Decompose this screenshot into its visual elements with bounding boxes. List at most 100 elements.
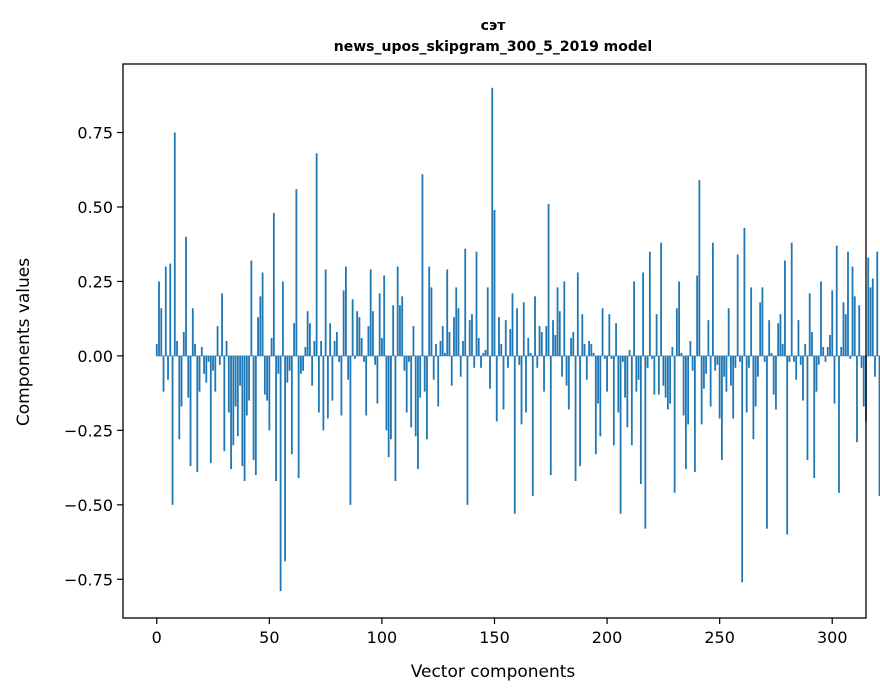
bar: [477, 338, 480, 356]
bar: [187, 355, 190, 398]
bar: [552, 320, 554, 356]
bar: [311, 355, 314, 386]
bar: [392, 305, 395, 356]
y-tick-label: 0.50: [77, 198, 113, 217]
bar: [684, 355, 687, 470]
bar: [547, 203, 550, 356]
x-tick-label: 100: [367, 628, 398, 647]
bar: [351, 299, 354, 356]
bar: [639, 355, 642, 484]
bar: [155, 343, 158, 356]
bar: [500, 343, 503, 356]
bar: [333, 341, 336, 356]
bar: [655, 314, 658, 356]
bar: [561, 355, 563, 377]
bar: [543, 355, 545, 392]
bar: [200, 346, 203, 356]
bar: [847, 251, 849, 356]
bar: [489, 355, 491, 389]
y-tick-label: −0.75: [64, 570, 113, 589]
bar: [178, 355, 181, 440]
bar: [511, 293, 514, 356]
bar: [597, 355, 599, 404]
x-axis-ticks: 0 50 100 150 200 250 300: [152, 618, 848, 647]
bar: [849, 355, 852, 359]
bar: [372, 311, 374, 356]
bar: [495, 355, 498, 422]
bar: [381, 338, 383, 356]
bar: [842, 302, 845, 356]
bar: [851, 266, 854, 356]
bar: [446, 269, 449, 356]
bar: [158, 281, 160, 356]
y-tick-label: 0.25: [77, 272, 113, 291]
bar: [378, 293, 381, 356]
bar: [356, 311, 359, 356]
bar: [324, 269, 327, 356]
bar: [657, 355, 660, 395]
bar: [426, 355, 428, 440]
bar: [482, 352, 485, 356]
bar: [878, 355, 880, 496]
bar: [725, 355, 728, 392]
bar: [176, 341, 178, 356]
bar: [799, 355, 802, 365]
bar: [869, 287, 872, 356]
bar: [421, 174, 424, 356]
bar: [581, 314, 584, 356]
bar: [358, 317, 361, 356]
bar: [216, 326, 219, 356]
bar: [432, 355, 435, 380]
bar: [207, 355, 210, 362]
bar: [205, 355, 208, 383]
bar: [459, 355, 462, 377]
bar: [169, 263, 172, 356]
bar: [360, 338, 363, 356]
bar: [804, 343, 807, 356]
bar: [739, 355, 741, 362]
bar: [669, 355, 672, 404]
bar: [689, 341, 692, 356]
bar: [221, 293, 223, 356]
bar: [435, 343, 437, 356]
bar: [624, 355, 626, 398]
bar: [491, 87, 494, 356]
bar: [808, 293, 811, 356]
bar: [626, 355, 629, 428]
bar: [585, 355, 588, 380]
bar: [385, 355, 388, 431]
bar: [522, 302, 525, 356]
bar: [227, 355, 230, 413]
bar: [540, 332, 543, 356]
bar: [723, 355, 726, 377]
bar: [293, 323, 296, 356]
bar: [534, 296, 536, 356]
bar: [757, 355, 759, 377]
bar: [748, 355, 750, 368]
bar: [718, 355, 721, 419]
bar: [721, 355, 723, 461]
bar: [709, 355, 712, 407]
bar: [335, 332, 338, 356]
bar: [538, 326, 541, 356]
bar: [820, 281, 822, 356]
bar: [173, 132, 176, 356]
bar: [284, 355, 287, 562]
bar: [592, 352, 595, 356]
bar: [516, 308, 518, 356]
bar: [648, 251, 651, 356]
x-axis-label: Vector components: [411, 662, 576, 682]
bar: [579, 355, 581, 467]
bar: [813, 355, 816, 479]
bar: [279, 355, 282, 592]
bar: [354, 355, 356, 359]
bar: [777, 323, 780, 356]
bar: [468, 320, 471, 356]
bar: [653, 355, 656, 395]
bar: [194, 343, 196, 356]
bar: [590, 343, 593, 356]
bar: [558, 311, 561, 356]
bar: [261, 272, 264, 356]
bar: [682, 355, 685, 416]
bar: [399, 305, 401, 356]
